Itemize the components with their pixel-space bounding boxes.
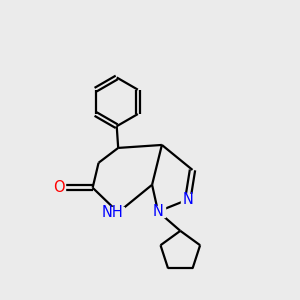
Bar <box>52 182 65 194</box>
Text: NH: NH <box>102 205 124 220</box>
Bar <box>102 207 124 218</box>
Text: N: N <box>182 192 193 207</box>
Bar <box>181 194 194 205</box>
Text: O: O <box>53 180 64 195</box>
Bar <box>151 206 165 217</box>
Text: N: N <box>153 204 164 219</box>
